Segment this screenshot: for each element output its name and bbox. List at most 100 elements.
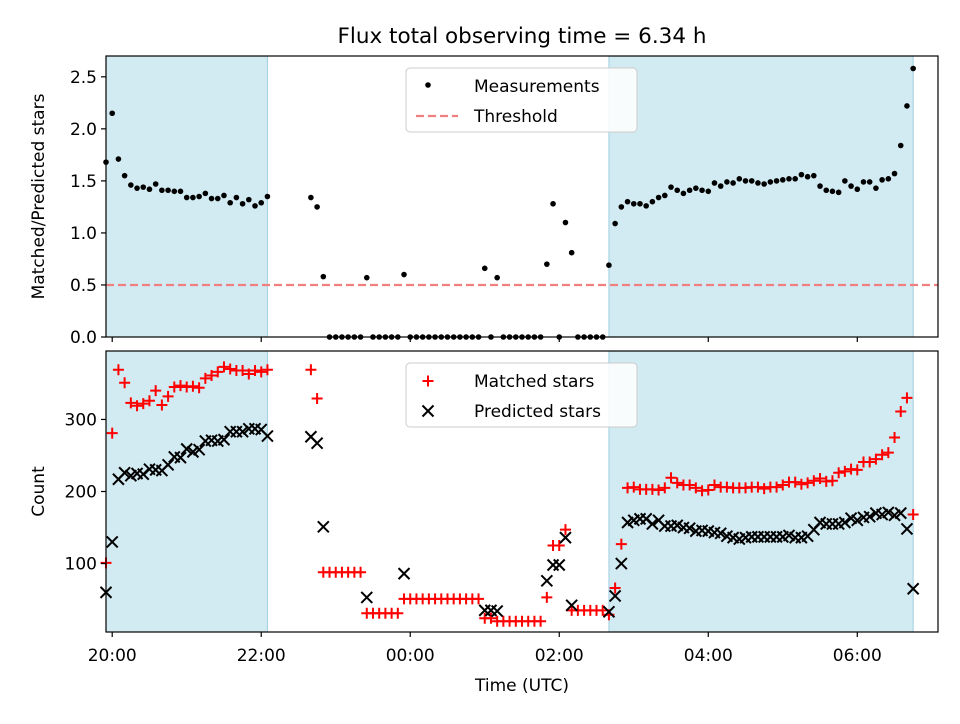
data-point — [900, 522, 914, 536]
data-point — [714, 527, 727, 540]
data-point — [823, 187, 830, 194]
data-point — [755, 180, 761, 186]
data-point — [314, 204, 320, 210]
data-point — [897, 142, 904, 149]
data-point — [559, 531, 572, 544]
data-point — [202, 190, 209, 197]
data-point — [693, 185, 699, 191]
data-point — [879, 177, 885, 183]
counts-panel: 100 200 300 20:00 22:00 00:00 02:00 04:00 06:00 C… — [29, 350, 939, 696]
x-axis-label: Time (UTC) — [474, 676, 569, 696]
data-point — [183, 194, 190, 201]
data-point — [612, 220, 618, 227]
data-point — [724, 179, 730, 185]
data-point — [550, 200, 556, 207]
data-point — [494, 274, 500, 281]
data-point — [752, 481, 764, 493]
data-point — [866, 179, 873, 185]
data-point — [150, 385, 162, 397]
data-point — [643, 203, 649, 209]
data-point — [653, 484, 665, 496]
data-point — [829, 188, 836, 195]
data-point — [196, 193, 202, 200]
y-tick-label: 2.0 — [70, 120, 97, 140]
x-tick-label: 20:00 — [88, 646, 137, 666]
data-point — [112, 364, 124, 376]
data-point — [808, 475, 820, 487]
series-predicted-stars — [100, 422, 920, 619]
x-tick-label: 04:00 — [684, 646, 733, 666]
data-point — [214, 195, 221, 202]
data-point — [192, 443, 206, 456]
data-point — [397, 567, 411, 580]
data-point — [630, 200, 637, 207]
legend: Matched stars Predicted stars — [405, 362, 638, 428]
y-tick-label: 1.5 — [70, 172, 97, 192]
data-point — [895, 406, 907, 418]
data-point — [305, 364, 317, 376]
data-point — [559, 524, 571, 536]
data-point — [258, 199, 265, 206]
data-point — [125, 397, 137, 409]
data-point — [602, 605, 616, 619]
y-tick-label: 200 — [65, 483, 97, 503]
chart-title: Flux total observing time = 6.34 h — [338, 24, 707, 49]
data-point — [261, 429, 274, 443]
data-point — [320, 273, 327, 280]
data-point — [668, 184, 674, 190]
data-point — [848, 183, 854, 189]
data-point — [606, 262, 612, 268]
data-point — [190, 194, 196, 201]
data-marks — [100, 361, 920, 627]
shaded-interval — [608, 350, 914, 633]
data-point — [864, 456, 876, 468]
data-point — [624, 198, 631, 205]
data-point — [217, 433, 231, 446]
data-point — [835, 189, 842, 196]
data-point — [646, 517, 659, 531]
data-point — [264, 193, 271, 200]
data-point — [904, 103, 910, 109]
data-point — [839, 465, 851, 477]
data-point — [907, 509, 919, 521]
data-point — [882, 506, 895, 519]
data-point — [401, 271, 407, 278]
legend-label: Predicted stars — [474, 402, 601, 422]
data-point — [873, 185, 879, 191]
y-tick-label: 0.0 — [70, 328, 97, 348]
data-point — [140, 184, 147, 190]
data-point — [882, 447, 894, 459]
data-point — [870, 453, 882, 465]
data-point — [252, 203, 258, 209]
data-point — [159, 187, 165, 194]
shaded-interval — [608, 55, 914, 338]
data-point — [702, 484, 714, 496]
data-point — [187, 380, 199, 392]
data-point — [786, 176, 792, 182]
data-point — [249, 364, 261, 376]
legend-marker — [422, 375, 434, 387]
data-point — [143, 395, 155, 407]
data-point — [246, 196, 252, 203]
y-tick-label: 300 — [65, 410, 97, 430]
data-point — [655, 194, 662, 201]
data-point — [553, 558, 566, 572]
data-point — [789, 476, 801, 488]
data-point — [683, 522, 696, 535]
data-point — [360, 591, 373, 604]
data-point — [761, 181, 767, 187]
data-point — [565, 599, 578, 612]
x-tick-label: 02:00 — [535, 646, 584, 666]
data-point — [838, 516, 852, 529]
data-point — [891, 170, 898, 177]
data-point — [686, 187, 693, 194]
data-point — [553, 540, 565, 552]
data-point — [227, 199, 233, 206]
data-point — [146, 186, 153, 193]
data-point — [649, 198, 656, 205]
data-point — [317, 520, 330, 534]
data-point — [748, 178, 755, 184]
data-point — [705, 188, 712, 195]
x-tick-label: 22:00 — [237, 646, 286, 666]
